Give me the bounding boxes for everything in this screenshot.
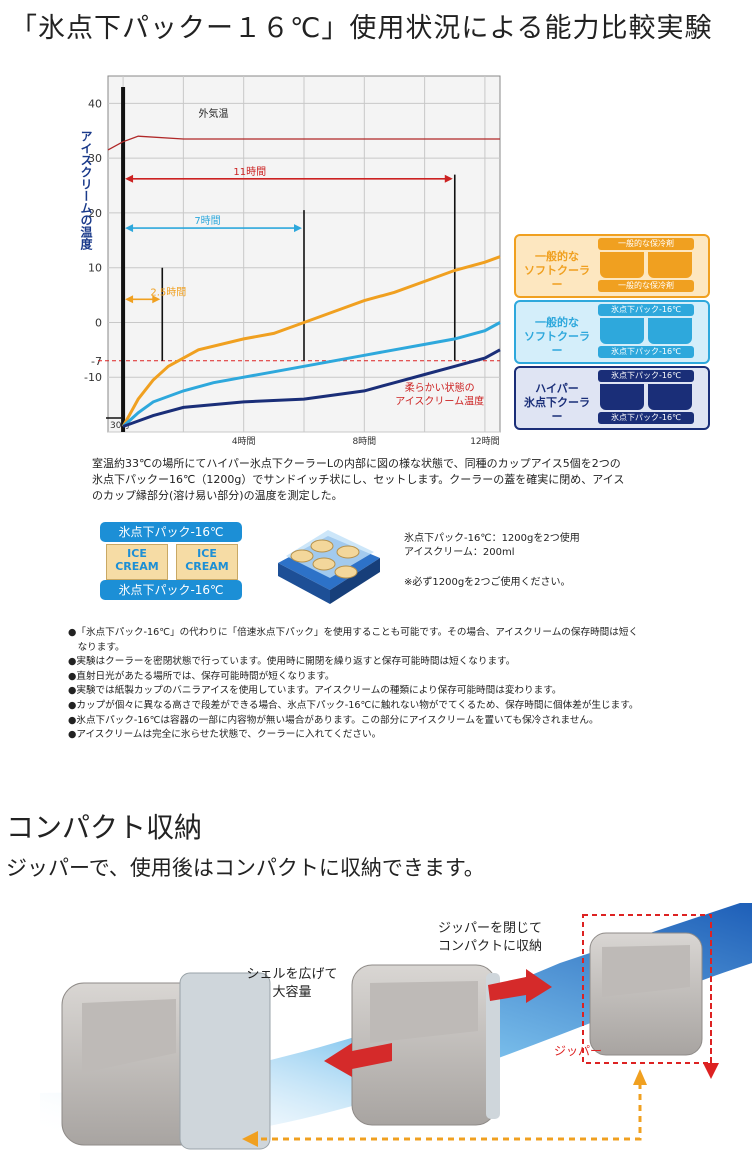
ice-cream-cup-label: ICE CREAM xyxy=(106,544,168,580)
series-line xyxy=(121,255,501,428)
y-axis-label: アイスクリームの温度 xyxy=(79,130,93,251)
ice-pack-icon xyxy=(600,252,644,278)
compact-storage-illustration xyxy=(40,903,752,1150)
legend-entry: 一般的な ソフトクーラー 一般的な保冷剤 一般的な保冷剤 xyxy=(514,234,710,298)
legend-pill: 一般的な保冷剤 xyxy=(598,280,694,292)
notes-list: ●「氷点下パック-16℃」の代わりに「倍速氷点下パック」を使用することも可能です… xyxy=(68,626,738,743)
series-line xyxy=(122,321,501,428)
compact-cooler-image xyxy=(582,914,719,1079)
section-subheading: ジッパーで、使用後はコンパクトに収納できます。 xyxy=(6,856,485,880)
note-item: なります。 xyxy=(68,641,125,653)
temperature-chart: 40 30 20 10 0 -7 -10 4時間 8時間 12時間 30分 アイスクリームの温度 外気温… xyxy=(79,75,501,447)
ice-pack-icon xyxy=(600,384,644,410)
ice-pack-label-top: 氷点下パック-16℃ xyxy=(100,522,242,542)
annotation-label: 柔らかい状態の xyxy=(405,381,475,394)
annotation-label: アイスクリーム温度 xyxy=(395,395,484,408)
y-tick-label: -10 xyxy=(84,371,102,384)
span-arrow-head xyxy=(444,174,453,183)
ice-pack-icon xyxy=(600,318,644,344)
annotation-label: 2.5時間 xyxy=(150,286,186,298)
span-arrow-head xyxy=(125,174,134,183)
expand-label: シェルを広げて 大容量 xyxy=(246,967,338,1000)
caption-line: のカップ縁部分(溶け易い部分)の温度を測定した。 xyxy=(92,489,343,502)
note-item: ●氷点下パック-16℃は容器の一部に内容物が無い場合があります。この部分にアイス… xyxy=(68,714,599,726)
note-item: ●実験では紙製カップのバニラアイスを使用しています。アイスクリームの種類により保… xyxy=(68,685,562,697)
section-heading: コンパクト収納 xyxy=(6,811,203,844)
y-tick-label: 10 xyxy=(88,262,102,275)
y-tick-label: -7 xyxy=(91,355,102,368)
legend-label: 一般的な ソフトクーラー xyxy=(524,316,590,357)
legend-pill: 一般的な保冷剤 xyxy=(598,238,694,250)
legend-label: ハイパー 氷点下クーラー xyxy=(524,382,590,423)
span-arrow-head xyxy=(125,295,134,304)
compress-arrow-icon xyxy=(488,969,552,1003)
spec-note: ※必ず1200gを2つご使用ください。 xyxy=(404,577,571,588)
experiment-caption: 室温約33℃の場所にてハイパー氷点下クーラーLの内部に図の様な状態で、同種のカッ… xyxy=(92,456,702,504)
ice-pack-icon xyxy=(648,252,692,278)
caption-line: 氷点下パックー16℃（1200g）でサンドイッチ状にし、セットします。クーラーの… xyxy=(92,473,625,486)
ice-pack-icon xyxy=(648,384,692,410)
ice-pack-icon xyxy=(648,318,692,344)
note-item: ●カップが個々に異なる高さで段差ができる場合、氷点下パック-16℃に触れない物が… xyxy=(68,699,639,711)
legend-label: 一般的な ソフトクーラー xyxy=(524,250,590,291)
annotation-label: 11時間 xyxy=(233,166,266,178)
start-label: 30分 xyxy=(110,420,130,431)
caption-line: 室温約33℃の場所にてハイパー氷点下クーラーLの内部に図の様な状態で、同種のカッ… xyxy=(92,457,621,470)
spec-item: 氷点下パック-16℃：1200gを2つ使用 xyxy=(404,533,580,544)
y-tick-label: 40 xyxy=(88,97,102,110)
spec-item: アイスクリーム：200ml xyxy=(404,547,515,558)
series-line xyxy=(107,135,500,151)
y-tick-label: 20 xyxy=(88,207,102,220)
open-cooler-image xyxy=(61,972,271,1150)
spec-list: 氷点下パック-16℃：1200gを2つ使用 アイスクリーム：200ml ※必ず1… xyxy=(404,532,580,590)
legend-pill: 氷点下パック-16℃ xyxy=(598,346,694,358)
legend-pill: 氷点下パック-16℃ xyxy=(598,370,694,382)
annotation-label: 外気温 xyxy=(199,107,229,120)
span-arrow-head xyxy=(125,224,134,233)
x-tick-label: 12時間 xyxy=(470,436,499,447)
note-item: ●「氷点下パック-16℃」の代わりに「倍速氷点下パック」を使用することも可能です… xyxy=(68,627,639,638)
legend-pill: 氷点下パック-16℃ xyxy=(598,412,694,424)
return-arrow-icon xyxy=(633,1069,647,1085)
sandwich-diagram: 氷点下パック-16℃ ICE CREAM ICE CREAM 氷点下パック-16… xyxy=(96,520,246,602)
series-line xyxy=(122,348,501,428)
legend-entry: 一般的な ソフトクーラー 氷点下パック-16℃ 氷点下パック-16℃ xyxy=(514,300,710,364)
cooler-box-illustration xyxy=(278,530,380,604)
y-tick-label: 30 xyxy=(88,152,102,165)
zipper-label: ジッパー xyxy=(553,1044,602,1058)
legend-entry: ハイパー 氷点下クーラー 氷点下パック-16℃ 氷点下パック-16℃ xyxy=(514,366,710,430)
note-item: ●アイスクリームは完全に氷らせた状態で、クーラーに入れてください。 xyxy=(68,729,382,741)
annotation-label: 7時間 xyxy=(194,215,220,227)
x-tick-label: 4時間 xyxy=(232,436,256,447)
span-arrow-head xyxy=(294,224,302,233)
span-arrow-head xyxy=(152,295,161,304)
legend-pill: 氷点下パック-16℃ xyxy=(598,304,694,316)
page-title: 「氷点下パックー１６℃」使用状況による能力比較実験 xyxy=(10,13,713,44)
note-item: ●直射日光があたる場所では、保存可能時間が短くなります。 xyxy=(68,670,335,682)
note-item: ●実験はクーラーを密閉状態で行っています。使用時に開閉を繰り返すと保存可能時間は… xyxy=(68,656,516,668)
compact-label: ジッパーを閉じて コンパクトに収納 xyxy=(437,921,542,954)
ice-pack-label-bottom: 氷点下パック-16℃ xyxy=(100,580,242,600)
ice-cream-cup-label: ICE CREAM xyxy=(176,544,238,580)
x-tick-label: 8時間 xyxy=(352,436,376,447)
half-open-cooler-image xyxy=(351,964,500,1126)
expand-arrow-icon xyxy=(324,1043,392,1077)
y-tick-label: 0 xyxy=(95,316,102,329)
